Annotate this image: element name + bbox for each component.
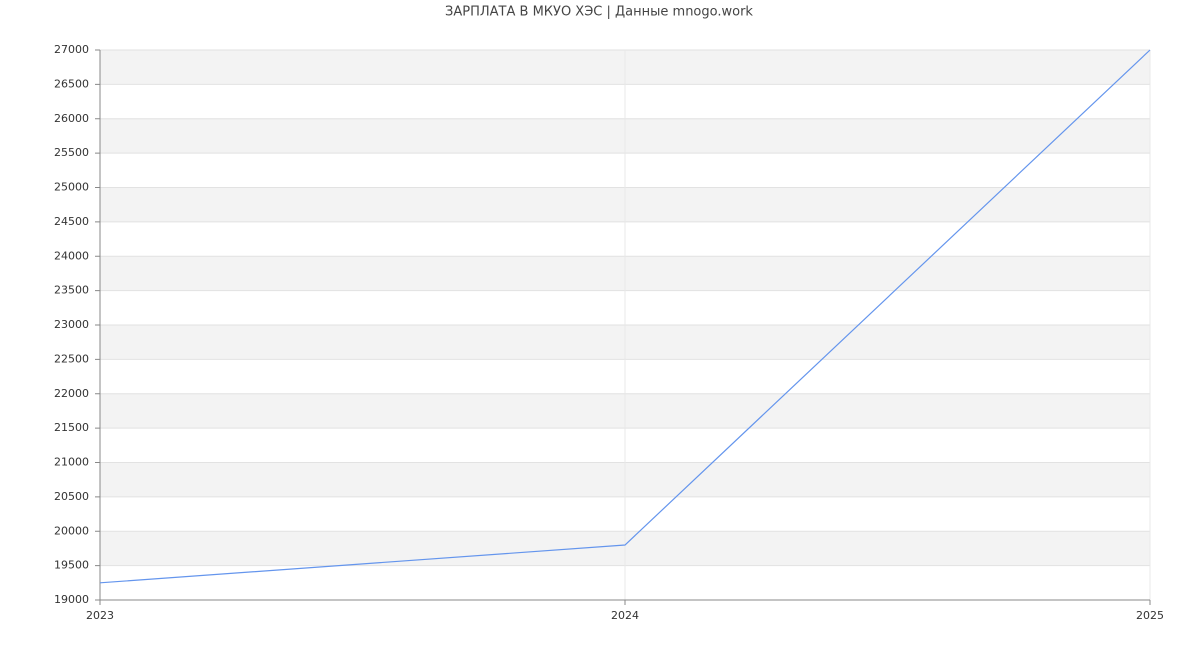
x-tick-label: 2025: [1136, 609, 1164, 622]
y-tick-label: 26500: [54, 77, 89, 90]
y-tick-label: 23500: [54, 284, 89, 297]
y-tick-label: 25000: [54, 181, 89, 194]
series-line: [99, 49, 1151, 584]
y-tick-label: 24000: [54, 249, 89, 262]
y-tick-label: 21000: [54, 456, 89, 469]
y-tick-label: 19000: [54, 593, 89, 606]
y-tick-label: 24500: [54, 215, 89, 228]
y-tick-label: 22000: [54, 387, 89, 400]
x-tick-label: 2024: [611, 609, 639, 622]
y-tick-label: 20000: [54, 524, 89, 537]
y-tick-label: 25500: [54, 146, 89, 159]
y-tick-label: 21500: [54, 421, 89, 434]
y-tick-label: 20500: [54, 490, 89, 503]
y-tick-label: 23000: [54, 318, 89, 331]
y-tick-label: 19500: [54, 559, 89, 572]
y-tick-label: 22500: [54, 352, 89, 365]
chart-title: ЗАРПЛАТА В МКУО ХЭС | Данные mnogo.work: [445, 5, 753, 20]
x-tick-label: 2023: [86, 609, 114, 622]
y-tick-label: 27000: [54, 43, 89, 56]
y-tick-label: 26000: [54, 112, 89, 125]
